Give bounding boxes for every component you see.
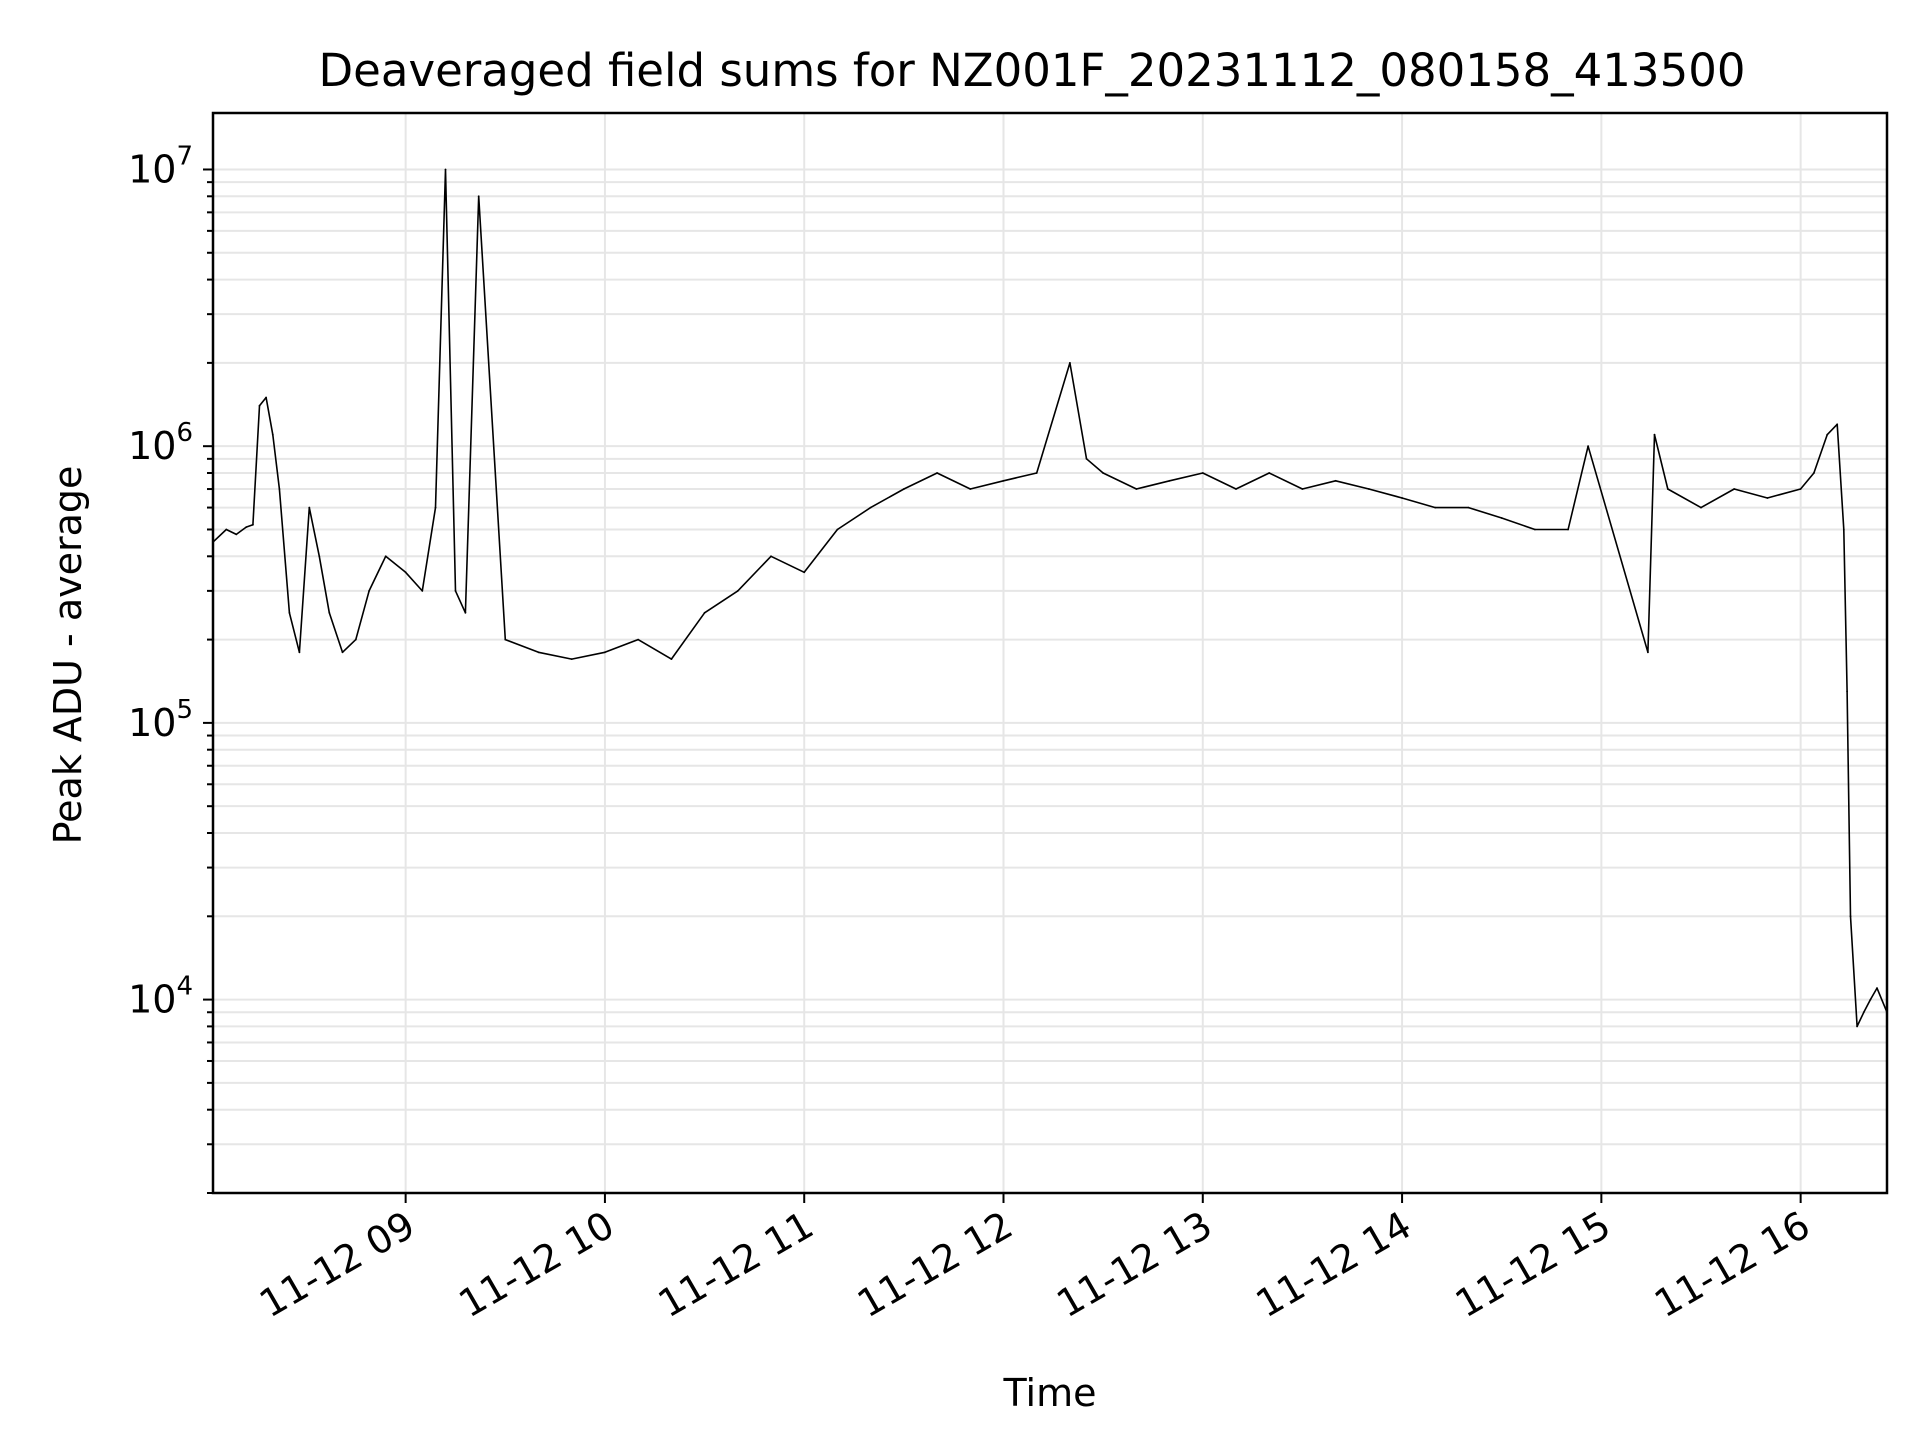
data-point [278, 488, 281, 490]
data-point [537, 651, 540, 654]
data-point [936, 472, 938, 474]
data-point [368, 590, 370, 592]
data-point [318, 555, 321, 558]
grid [213, 113, 1887, 1194]
x-tick-label: 11-12 13 [1049, 1203, 1219, 1327]
data-point [328, 611, 331, 614]
data-point [341, 651, 344, 654]
data-point [245, 526, 248, 528]
y-axis-label: Peak ADU - average [46, 466, 90, 845]
data-point [1799, 488, 1802, 490]
plot-frame [211, 111, 1889, 1195]
data-point [1647, 651, 1649, 654]
data-point [1733, 488, 1736, 490]
data-point [1876, 987, 1878, 989]
chart-title: Deaveraged field sums for NZ001F_2023111… [319, 44, 1746, 97]
data-point [903, 488, 905, 490]
data-point [1856, 1025, 1858, 1028]
data-point [384, 555, 387, 558]
data-point [670, 658, 673, 660]
y-tick-label: 104 [128, 972, 193, 1022]
series-line [212, 168, 1888, 1028]
x-tick-label: 11-12 16 [1647, 1203, 1817, 1327]
data-point [1836, 423, 1839, 426]
data-point [404, 571, 407, 574]
data-point [1102, 472, 1104, 474]
x-tick-label: 11-12 12 [850, 1203, 1020, 1327]
data-point [703, 611, 706, 614]
data-point [464, 611, 467, 614]
data-point [1653, 433, 1656, 436]
series-layer [212, 168, 1888, 1028]
data-point [1301, 488, 1304, 490]
data-point [836, 528, 839, 531]
data-point [235, 533, 238, 536]
data-point [869, 506, 872, 509]
data-point [1334, 479, 1337, 482]
data-point [570, 658, 573, 660]
data-point [1085, 457, 1088, 460]
data-point [477, 195, 480, 198]
data-point [298, 651, 301, 654]
data-point [770, 555, 772, 558]
data-point [252, 523, 254, 526]
data-point [1813, 472, 1815, 474]
data-point [288, 611, 291, 614]
data-point [1135, 488, 1138, 490]
data-point [736, 590, 739, 592]
x-axis-label: Time [1003, 1371, 1097, 1415]
data-point [1849, 915, 1852, 918]
data-point [454, 590, 457, 592]
data-point [1842, 528, 1845, 531]
data-point [258, 404, 261, 407]
data-point [637, 638, 639, 641]
data-point [803, 571, 806, 574]
data-point [1035, 472, 1038, 474]
data-point [1666, 488, 1669, 490]
data-point [604, 651, 606, 654]
data-point [1862, 1011, 1865, 1014]
data-point [308, 506, 311, 509]
data-point [969, 488, 972, 490]
data-point [1700, 506, 1702, 509]
data-point [1268, 472, 1271, 474]
data-point [1587, 445, 1589, 448]
y-tick-label: 107 [128, 141, 193, 191]
data-point [1766, 497, 1769, 499]
data-point [504, 638, 507, 641]
data-point [1534, 528, 1536, 531]
data-point [1235, 488, 1237, 490]
data-point [1434, 506, 1437, 509]
data-point [1201, 472, 1204, 474]
data-point [354, 638, 357, 641]
data-point [271, 433, 274, 436]
data-point [1826, 433, 1829, 436]
x-tick-label: 11-12 15 [1448, 1203, 1618, 1327]
data-point [444, 168, 447, 171]
data-point [434, 506, 437, 509]
data-point [1846, 690, 1848, 693]
data-point [265, 396, 267, 399]
y-tick-label: 106 [128, 418, 193, 468]
data-point [1401, 497, 1403, 499]
data-point [421, 590, 424, 592]
data-point [1500, 517, 1503, 519]
x-tick-label: 11-12 14 [1249, 1203, 1419, 1327]
data-point [1069, 362, 1071, 364]
data-point [1869, 998, 1872, 1001]
data-point [1168, 479, 1171, 482]
y-tick-label: 105 [128, 695, 193, 745]
data-point [1368, 488, 1370, 490]
data-point [225, 528, 228, 531]
x-tick-label: 11-12 10 [451, 1203, 621, 1327]
x-tick-label: 11-12 11 [651, 1203, 821, 1327]
data-point [1467, 506, 1470, 509]
data-point [1002, 479, 1005, 482]
x-tick-label: 11-12 09 [252, 1203, 422, 1327]
data-point [1567, 528, 1569, 531]
